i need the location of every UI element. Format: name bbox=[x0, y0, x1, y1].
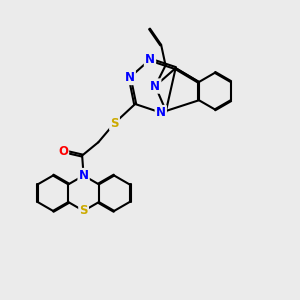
Text: N: N bbox=[145, 53, 155, 66]
Text: N: N bbox=[79, 169, 88, 182]
Text: N: N bbox=[156, 106, 166, 119]
Text: N: N bbox=[125, 71, 135, 84]
Text: S: S bbox=[80, 204, 88, 218]
Text: N: N bbox=[150, 80, 160, 92]
Text: O: O bbox=[58, 145, 68, 158]
Text: S: S bbox=[110, 117, 119, 130]
